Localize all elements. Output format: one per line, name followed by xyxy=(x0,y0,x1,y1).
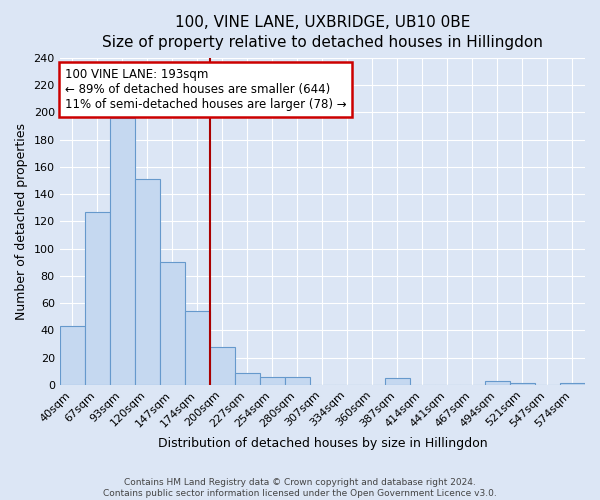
Bar xyxy=(485,380,510,385)
Bar xyxy=(110,118,135,385)
X-axis label: Distribution of detached houses by size in Hillingdon: Distribution of detached houses by size … xyxy=(158,437,487,450)
Bar xyxy=(185,312,210,385)
Text: 100 VINE LANE: 193sqm
← 89% of detached houses are smaller (644)
11% of semi-det: 100 VINE LANE: 193sqm ← 89% of detached … xyxy=(65,68,347,110)
Bar xyxy=(160,262,185,385)
Y-axis label: Number of detached properties: Number of detached properties xyxy=(15,123,28,320)
Bar xyxy=(59,326,85,385)
Bar xyxy=(235,372,260,385)
Bar xyxy=(385,378,410,385)
Text: Contains HM Land Registry data © Crown copyright and database right 2024.
Contai: Contains HM Land Registry data © Crown c… xyxy=(103,478,497,498)
Bar xyxy=(260,376,285,385)
Title: 100, VINE LANE, UXBRIDGE, UB10 0BE
Size of property relative to detached houses : 100, VINE LANE, UXBRIDGE, UB10 0BE Size … xyxy=(102,15,543,50)
Bar xyxy=(560,384,585,385)
Bar xyxy=(135,179,160,385)
Bar xyxy=(210,346,235,385)
Bar xyxy=(85,212,110,385)
Bar xyxy=(285,376,310,385)
Bar xyxy=(510,384,535,385)
